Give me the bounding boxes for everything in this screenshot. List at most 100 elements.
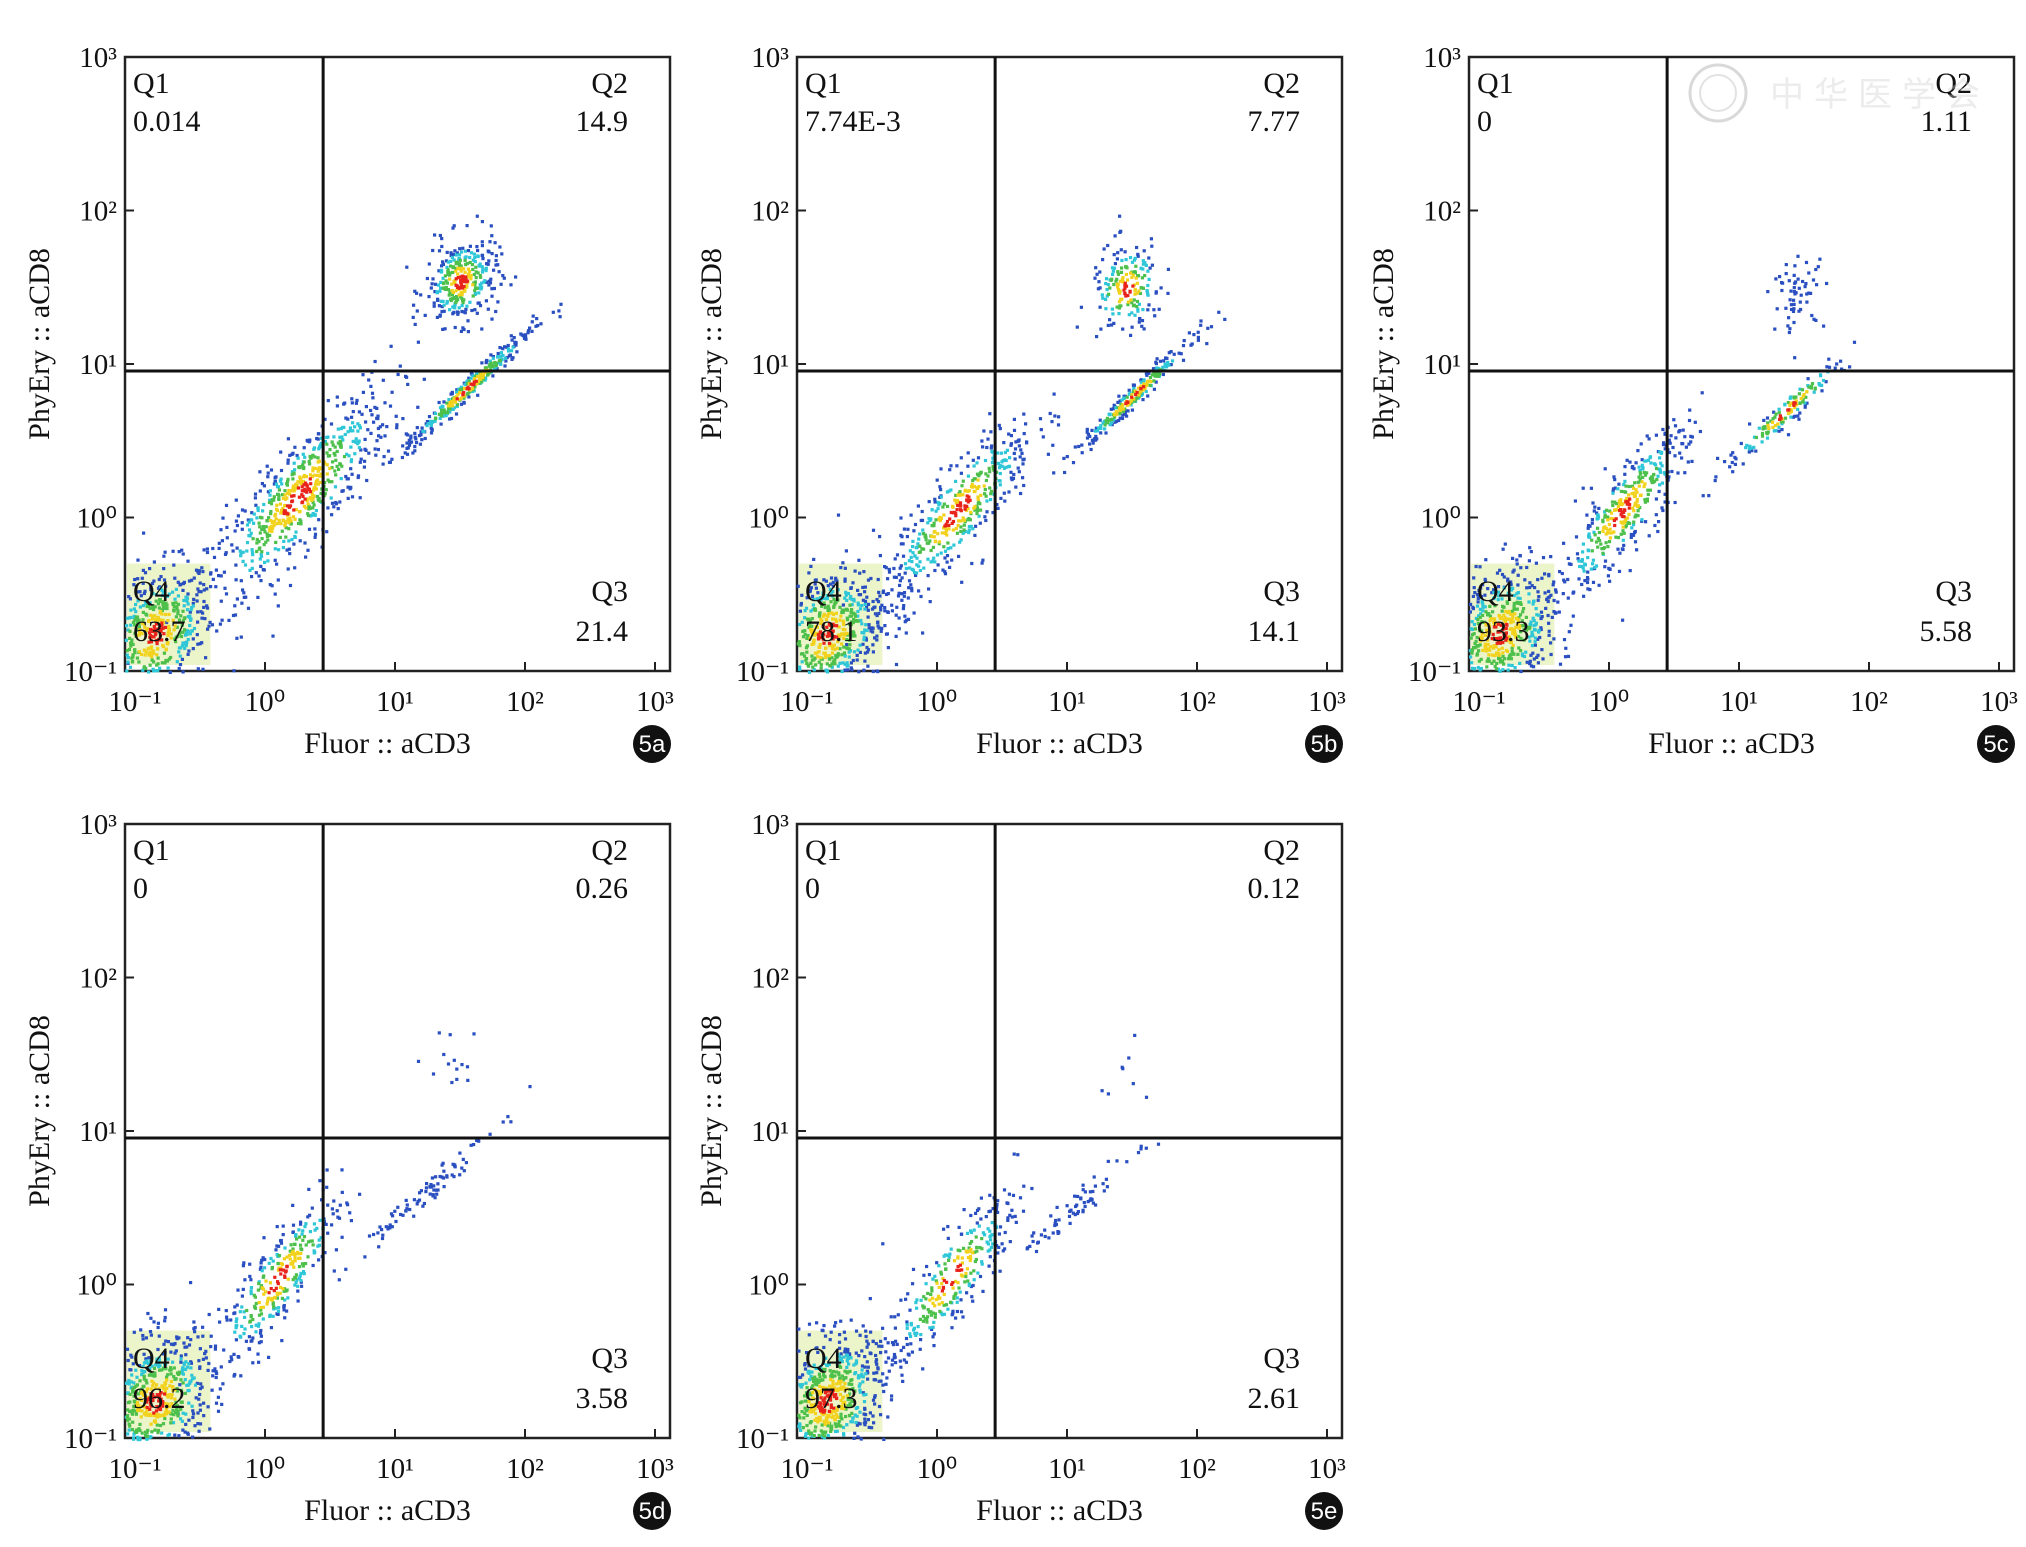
event-dot (1793, 401, 1797, 405)
event-dot (1518, 613, 1523, 617)
event-dot (1567, 562, 1571, 566)
event-dot (976, 508, 980, 512)
event-dot (442, 1169, 446, 1173)
event-dot (471, 294, 475, 298)
event-dot (943, 572, 948, 576)
event-dot (1683, 471, 1687, 475)
event-dot (1625, 496, 1629, 501)
event-dot (503, 345, 507, 349)
event-dot (1092, 437, 1096, 441)
event-dot (1041, 435, 1045, 439)
event-dot (897, 573, 901, 577)
event-dot (231, 613, 236, 618)
event-dot (337, 1216, 342, 1220)
event-dot (1132, 258, 1137, 262)
event-dot (1117, 312, 1121, 316)
event-dot (830, 594, 834, 598)
event-dot (1613, 508, 1617, 512)
event-dot (988, 470, 992, 474)
event-dot (154, 593, 158, 597)
event-dot (187, 1362, 191, 1366)
event-dot (161, 1413, 165, 1417)
event-dot (318, 1179, 322, 1183)
event-dot (984, 472, 988, 476)
event-dot (169, 636, 173, 640)
event-dot (1590, 549, 1594, 553)
event-dot (1800, 388, 1805, 392)
event-dot (1196, 335, 1200, 339)
event-dot (396, 372, 400, 377)
event-dot (272, 1296, 277, 1300)
event-dot (423, 313, 427, 317)
event-dot (1161, 365, 1165, 369)
event-dot (1472, 646, 1476, 650)
event-dot (317, 466, 322, 470)
event-dot (152, 660, 156, 664)
event-dot (440, 408, 444, 412)
event-dot (155, 1358, 159, 1362)
event-dot (136, 1435, 140, 1439)
event-dot (1110, 323, 1114, 327)
event-dot (1597, 583, 1601, 587)
event-dot (216, 1395, 220, 1399)
event-dot (959, 525, 963, 529)
event-dot (306, 513, 311, 518)
event-dot (826, 604, 830, 608)
event-dot (302, 465, 306, 470)
event-dot (1608, 579, 1612, 583)
event-dot (969, 524, 973, 528)
event-dot (1613, 500, 1617, 504)
event-dot (126, 656, 130, 660)
event-dot (312, 1251, 316, 1255)
event-dot (1133, 271, 1137, 275)
event-dot (182, 642, 186, 646)
event-dot (488, 240, 492, 244)
event-dot (136, 1403, 140, 1407)
event-dot (161, 602, 165, 606)
event-dot (128, 665, 133, 669)
event-dot (1488, 614, 1493, 618)
event-dot (272, 1305, 276, 1309)
event-dot (1581, 550, 1585, 554)
event-dot (1111, 407, 1115, 411)
event-dot (1700, 391, 1704, 395)
event-dot (904, 566, 908, 571)
event-dot (417, 1198, 422, 1202)
event-dot (866, 664, 870, 668)
event-dot (1639, 442, 1643, 446)
event-dot (206, 1405, 210, 1409)
event-dot (834, 617, 838, 621)
event-dot (1117, 394, 1121, 398)
event-dot (141, 1371, 145, 1375)
event-dot (1115, 277, 1119, 281)
event-dot (213, 1367, 217, 1371)
event-dot (866, 615, 870, 619)
event-dot (950, 521, 954, 525)
event-dot (324, 1222, 328, 1226)
event-dot (1633, 540, 1638, 544)
event-dot (485, 359, 489, 363)
event-dot (225, 525, 229, 529)
event-dot (1075, 325, 1079, 329)
event-dot (443, 411, 447, 415)
event-dot (174, 587, 178, 591)
event-dot (902, 594, 906, 598)
event-dot (1487, 659, 1491, 663)
event-dot (917, 589, 921, 593)
event-dot (1525, 625, 1529, 629)
event-dot (293, 517, 297, 521)
event-dot (193, 1326, 197, 1330)
event-dot (156, 1325, 160, 1330)
event-dot (142, 665, 146, 669)
event-dot (1154, 362, 1158, 366)
event-dot (411, 451, 415, 455)
event-dot (160, 1368, 164, 1372)
event-dot (429, 1183, 433, 1187)
event-dot (235, 636, 239, 640)
event-dot (323, 440, 327, 444)
event-dot (139, 1415, 143, 1419)
event-dot (1637, 484, 1641, 488)
event-dot (497, 270, 501, 274)
event-dot (1599, 542, 1603, 546)
event-dot (465, 1065, 470, 1069)
